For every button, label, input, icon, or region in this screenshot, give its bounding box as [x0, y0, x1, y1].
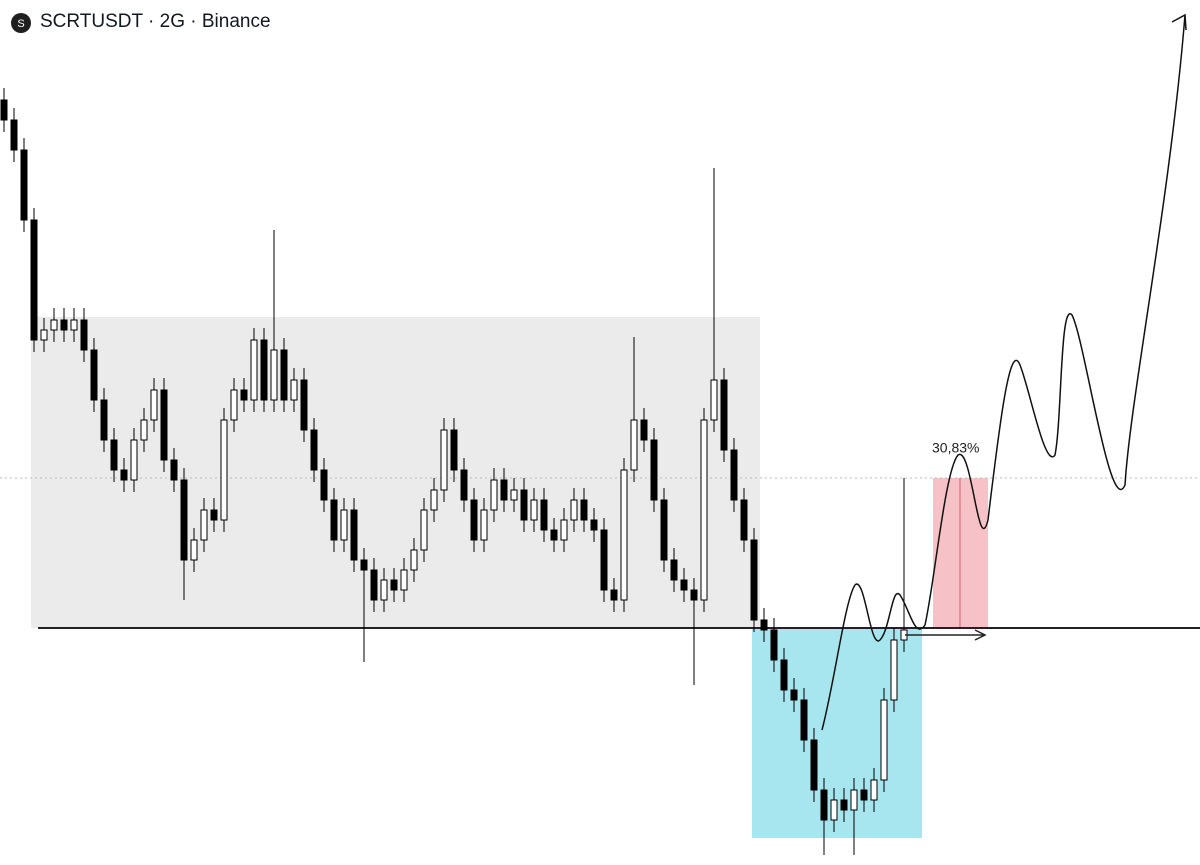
candle-body [680, 579, 688, 591]
candle-body [280, 349, 288, 401]
candle-body [660, 499, 668, 561]
candle-body [200, 509, 208, 541]
candle-body [620, 469, 628, 601]
candle-body [100, 399, 108, 441]
candle-body [720, 379, 728, 451]
candle-body [670, 559, 678, 581]
candle-body [750, 539, 758, 621]
candle-body [690, 589, 698, 601]
candle-body [500, 479, 508, 501]
candle-body [420, 509, 428, 551]
candle-body [800, 699, 808, 741]
candle-body [610, 589, 618, 601]
candle-body [10, 119, 18, 151]
arrow [905, 629, 987, 641]
candle-body [540, 499, 548, 531]
range-box [31, 317, 760, 628]
candle-body [650, 439, 658, 501]
candle-body [890, 639, 898, 701]
candle-body [50, 319, 58, 331]
candle-body [630, 419, 638, 471]
candle-body [760, 619, 768, 631]
candle-body [180, 479, 188, 561]
candle-body [830, 799, 838, 821]
candle-body [370, 569, 378, 601]
candle-body [120, 469, 128, 481]
candle-body [460, 469, 468, 501]
candle-body [490, 479, 498, 511]
candle-body [130, 439, 138, 481]
candle-body [0, 99, 8, 121]
candle-body [470, 499, 478, 541]
candle-body [290, 379, 298, 401]
logo-glyph: S [17, 18, 24, 30]
candle-body [70, 319, 78, 331]
candle-body [330, 499, 338, 541]
candle-body [770, 629, 778, 661]
candle-body [30, 219, 38, 341]
candle-body [730, 449, 738, 501]
candle-body [700, 419, 708, 601]
chart-title: SCRTUSDT · 2G · Binance [40, 11, 271, 32]
candle-body [230, 389, 238, 421]
candle-body [340, 509, 348, 541]
candle-body [140, 419, 148, 441]
candle-body [880, 699, 888, 781]
candle-body [190, 539, 198, 561]
candle-body [240, 389, 248, 401]
annotation: 30,83% [932, 440, 979, 456]
candle-body [150, 389, 158, 421]
candle-body [250, 339, 258, 401]
candle-body [870, 779, 878, 801]
candle-body [60, 319, 68, 331]
candle-body [840, 799, 848, 811]
candle-body [860, 789, 868, 801]
candle-body [710, 379, 718, 421]
candle-body [480, 509, 488, 541]
candle-body [380, 579, 388, 601]
candle-body [510, 489, 518, 501]
candle-body [350, 509, 358, 561]
candle-body [320, 469, 328, 501]
candle-body [360, 559, 368, 571]
candle-body [410, 549, 418, 571]
candle-body [220, 419, 228, 521]
candle-body [780, 659, 788, 691]
candle-body [430, 489, 438, 511]
candle-body [390, 579, 398, 591]
candle-body [300, 379, 308, 431]
candle-body [260, 339, 268, 401]
candle-body [170, 459, 178, 481]
candle-body [850, 789, 858, 811]
candle-body [790, 689, 798, 701]
candles [0, 88, 908, 855]
candle-body [520, 489, 528, 521]
candle-body [590, 519, 598, 531]
candle-body [160, 389, 168, 461]
candle-body [580, 499, 588, 521]
candle-body [210, 509, 218, 521]
candle-body [550, 529, 558, 541]
candle-body [80, 319, 88, 351]
candle-body [400, 569, 408, 591]
candle-body [20, 149, 28, 221]
candle-body [820, 789, 828, 821]
candle-body [600, 529, 608, 591]
candle-body [90, 349, 98, 401]
candle-body [270, 349, 278, 401]
projection-path [821, 13, 1187, 731]
candle-body [570, 499, 578, 521]
candle-body [530, 499, 538, 521]
candle-body [450, 429, 458, 471]
logo [11, 13, 31, 33]
candle-body [740, 499, 748, 541]
candle-body [640, 419, 648, 441]
candle-body [810, 739, 818, 791]
candle-body [110, 439, 118, 471]
candle-body [560, 519, 568, 541]
candle-body [440, 429, 448, 491]
candle-body [40, 329, 48, 341]
candle-body [310, 429, 318, 471]
